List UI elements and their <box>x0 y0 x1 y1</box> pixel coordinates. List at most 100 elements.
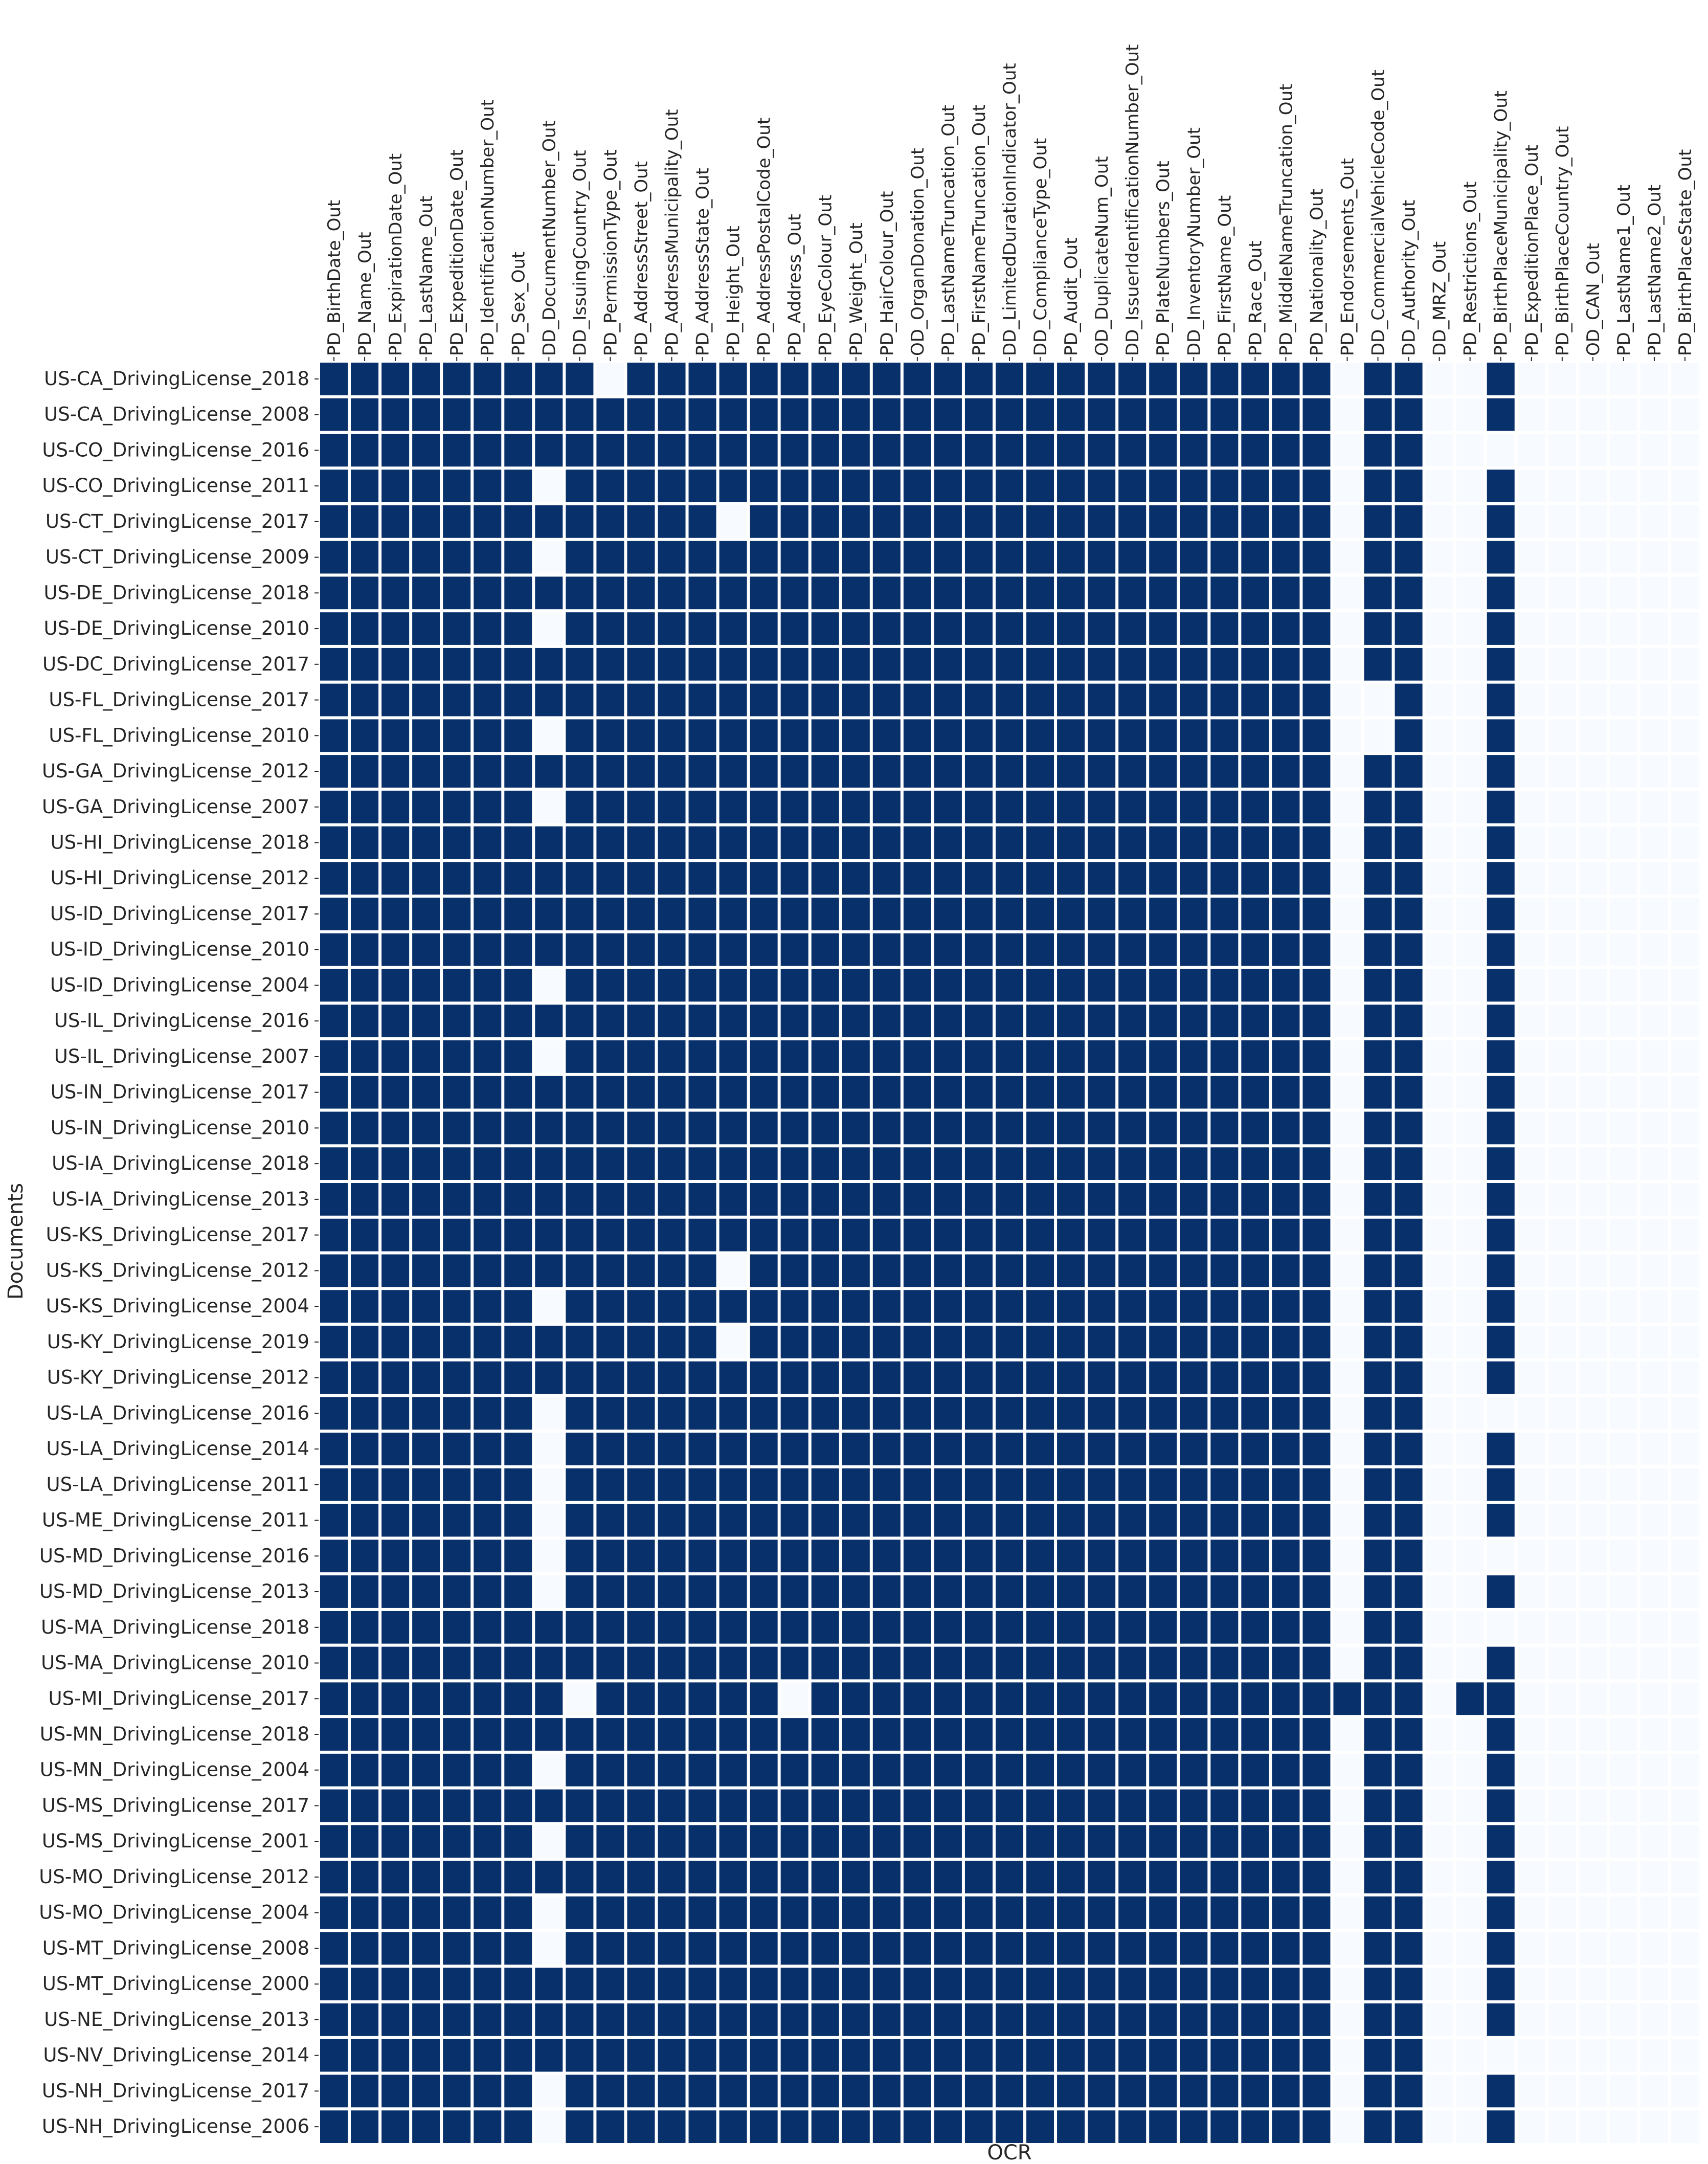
heatmap-cell <box>443 648 471 681</box>
heatmap-cell <box>995 1896 1024 1929</box>
heatmap-cell <box>381 2110 410 2143</box>
heatmap-cell <box>780 363 808 395</box>
heatmap-cell <box>1210 576 1239 610</box>
heatmap-cell <box>412 898 440 930</box>
heatmap-cell <box>964 790 993 823</box>
heatmap-cell <box>688 1325 716 1358</box>
heatmap-cell <box>964 1433 993 1465</box>
heatmap-cell <box>1149 1789 1177 1822</box>
heatmap-cell <box>1210 1540 1239 1573</box>
heatmap-cell <box>504 2039 532 2072</box>
heatmap-cell <box>1026 648 1054 681</box>
heatmap-cell <box>1548 1147 1576 1180</box>
heatmap-cell <box>1548 1753 1576 1787</box>
heatmap-cell <box>1302 1111 1331 1145</box>
heatmap-cell <box>535 1646 563 1680</box>
heatmap-cell <box>750 1968 778 2001</box>
heatmap-cell <box>596 1896 624 1929</box>
heatmap-cell <box>811 683 839 717</box>
heatmap-cell <box>1272 933 1300 966</box>
heatmap-cell <box>780 1896 808 1929</box>
heatmap-cell <box>658 826 686 859</box>
heatmap-cell <box>351 1753 379 1787</box>
heatmap-cell <box>842 1325 870 1358</box>
heatmap-cell <box>842 969 870 1002</box>
heatmap-cell <box>1609 1005 1637 1038</box>
heatmap-cell <box>1302 1968 1331 2001</box>
x-tick-label: PD_FirstName_Out <box>1215 195 1235 356</box>
heatmap-cell <box>596 470 624 502</box>
heatmap-cell <box>964 2003 993 2036</box>
heatmap-cell <box>1487 969 1515 1002</box>
heatmap-cell <box>1272 1611 1300 1644</box>
heatmap-cell <box>872 1040 901 1073</box>
heatmap-cell <box>474 1397 502 1430</box>
heatmap-cell <box>381 1147 410 1180</box>
heatmap-cell <box>1364 1325 1392 1358</box>
x-tick-label: DD_Authority_Out <box>1399 200 1420 356</box>
heatmap-cell <box>443 1968 471 2001</box>
heatmap-cell <box>1456 1325 1484 1358</box>
heatmap-cell <box>658 1325 686 1358</box>
heatmap-cell <box>1149 1932 1177 1965</box>
heatmap-cell <box>658 1397 686 1430</box>
heatmap-cell <box>1671 969 1699 1002</box>
heatmap-cell <box>1241 1646 1269 1680</box>
heatmap-cell <box>719 2074 747 2108</box>
heatmap-cell <box>1026 2003 1054 2036</box>
heatmap-cell <box>872 1896 901 1929</box>
heatmap-cell <box>964 1861 993 1893</box>
heatmap-cell <box>1671 1361 1699 1394</box>
heatmap-cell <box>1517 2039 1545 2072</box>
heatmap-cell <box>1026 1076 1054 1109</box>
heatmap-cell <box>443 1397 471 1430</box>
heatmap-cell <box>1640 719 1668 752</box>
heatmap-cell <box>1364 755 1392 788</box>
y-tick-label: US-MI_DrivingLicense_2017 <box>48 1687 309 1709</box>
heatmap-cell <box>1180 2110 1208 2143</box>
heatmap-cell <box>1118 363 1147 395</box>
heatmap-cell <box>780 1254 808 1287</box>
heatmap-cell <box>1026 1290 1054 1323</box>
heatmap-cell <box>1272 1646 1300 1680</box>
heatmap-cell <box>627 1932 655 1965</box>
heatmap-cell <box>1026 1753 1054 1787</box>
heatmap-cell <box>1241 470 1269 502</box>
heatmap-cell <box>1118 1968 1147 2001</box>
heatmap-cell <box>1333 1290 1361 1323</box>
heatmap-cell <box>1149 1646 1177 1680</box>
heatmap-cell <box>811 1433 839 1465</box>
heatmap-cell <box>964 576 993 610</box>
heatmap-cell <box>1364 1896 1392 1929</box>
heatmap-cell <box>1088 1325 1116 1358</box>
heatmap-cell <box>474 648 502 681</box>
heatmap-cell <box>811 434 839 467</box>
heatmap-cell <box>903 1896 931 1929</box>
heatmap-cell <box>1302 969 1331 1002</box>
heatmap-cell <box>750 790 778 823</box>
heatmap-cell <box>1456 1932 1484 1965</box>
x-tick-label: OD_DuplicateNum_Out <box>1092 156 1112 356</box>
heatmap-cell <box>1671 1575 1699 1608</box>
heatmap-cell <box>1364 1825 1392 1858</box>
heatmap-cell <box>381 933 410 966</box>
heatmap-cell <box>596 363 624 395</box>
heatmap-cell <box>381 1682 410 1715</box>
heatmap-cell <box>474 755 502 788</box>
heatmap-cell <box>811 1861 839 1893</box>
heatmap-cell <box>1579 1218 1607 1252</box>
y-tick-label: US-IA_DrivingLicense_2013 <box>52 1188 309 1210</box>
heatmap-cell <box>1640 1789 1668 1822</box>
heatmap-cell <box>1487 1896 1515 1929</box>
heatmap-cell <box>351 1932 379 1965</box>
heatmap-cell <box>1579 2074 1607 2108</box>
heatmap-cell <box>1057 1861 1085 1893</box>
heatmap-cell <box>811 969 839 1002</box>
heatmap-cell <box>842 1040 870 1073</box>
heatmap-cell <box>1180 755 1208 788</box>
heatmap-cell <box>1057 470 1085 502</box>
heatmap-cell <box>688 1896 716 1929</box>
heatmap-cell <box>1364 1682 1392 1715</box>
heatmap-cell <box>351 541 379 574</box>
